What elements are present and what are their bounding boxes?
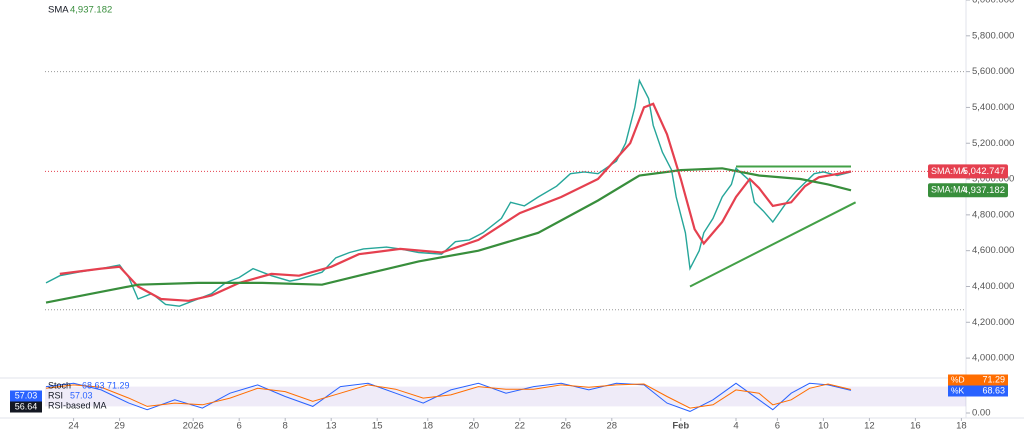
y-tick-label: 4,400.000	[972, 281, 1014, 292]
indicator-name: Stoch	[48, 380, 71, 390]
badge-value: 5,042.747	[963, 166, 1005, 177]
y-tick-label: 4,200.000	[972, 317, 1014, 328]
x-tick-label: 22	[515, 421, 526, 432]
left-badge-text: 56.64	[15, 401, 38, 411]
badge-label: SMA:MA	[931, 166, 967, 176]
trendline	[689, 201, 857, 288]
left-badge	[10, 390, 42, 402]
y-tick-label: 4,800.000	[972, 209, 1014, 220]
left-badge	[10, 401, 42, 413]
x-tick-label: 16	[910, 421, 921, 432]
y-tick-label: 6,000.000	[972, 0, 1014, 6]
x-tick-label: 8	[283, 421, 288, 432]
y-tick-label: 4,600.000	[972, 245, 1014, 256]
x-tick-label: 2026	[183, 421, 204, 432]
right-badge-label: %D	[951, 374, 965, 384]
x-tick-label: 18	[423, 421, 434, 432]
x-tick-label: 6	[237, 421, 242, 432]
x-tick-label: 15	[372, 421, 383, 432]
y-tick-label: 5,200.000	[972, 138, 1014, 149]
right-badge-label: %K	[951, 385, 965, 395]
indicator-name: RSI	[48, 390, 63, 400]
right-badge	[948, 374, 1008, 386]
legend-name: SMA	[48, 5, 69, 16]
badge-value: 4,937.182	[963, 185, 1005, 196]
price-badge	[928, 183, 1008, 198]
right-badge-text: 71.29	[982, 374, 1005, 384]
y-tick-label: 4,000.000	[972, 353, 1014, 364]
x-tick-label: 20	[469, 421, 480, 432]
x-tick-label: 6	[775, 421, 780, 432]
x-tick-label: 24	[68, 421, 79, 432]
x-tick-label: 26	[561, 421, 572, 432]
x-tick-label: 10	[818, 421, 829, 432]
y-tick-label: 5,400.000	[972, 102, 1014, 113]
right-badge-text: 68.63	[982, 385, 1005, 395]
price-badge	[928, 164, 1008, 179]
y-tick-label: 0.00	[972, 408, 991, 419]
legend-name: SMA	[48, 0, 69, 2]
x-tick-label: 13	[326, 421, 337, 432]
x-tick-label: 12	[864, 421, 875, 432]
indicator-value: 57.03	[70, 390, 93, 400]
x-tick-label: Feb	[672, 421, 689, 432]
x-tick-label: 18	[956, 421, 967, 432]
y-tick-label: 5,600.000	[972, 66, 1014, 77]
oscillator-band	[45, 386, 966, 407]
x-tick-label: 28	[607, 421, 618, 432]
y-tick-label: 5,000.000	[972, 174, 1014, 185]
x-tick-label: 29	[114, 421, 125, 432]
y-tick-label: 5,800.000	[972, 30, 1014, 41]
oscillator-line	[45, 382, 852, 412]
x-tick-label: 4	[733, 421, 738, 432]
legend-value: 4,937.182	[70, 5, 112, 16]
badge-label: SMA:MA	[931, 185, 967, 195]
left-badge-text: 57.03	[15, 390, 38, 400]
indicator-value: 68.63 71.29	[82, 380, 130, 390]
series-line	[45, 167, 852, 304]
right-badge	[948, 385, 1008, 397]
indicator-name: RSI-based MA	[48, 400, 107, 410]
legend-value: 5,042.747	[70, 0, 112, 2]
oscillator-line	[45, 383, 852, 409]
series-line	[59, 102, 852, 302]
